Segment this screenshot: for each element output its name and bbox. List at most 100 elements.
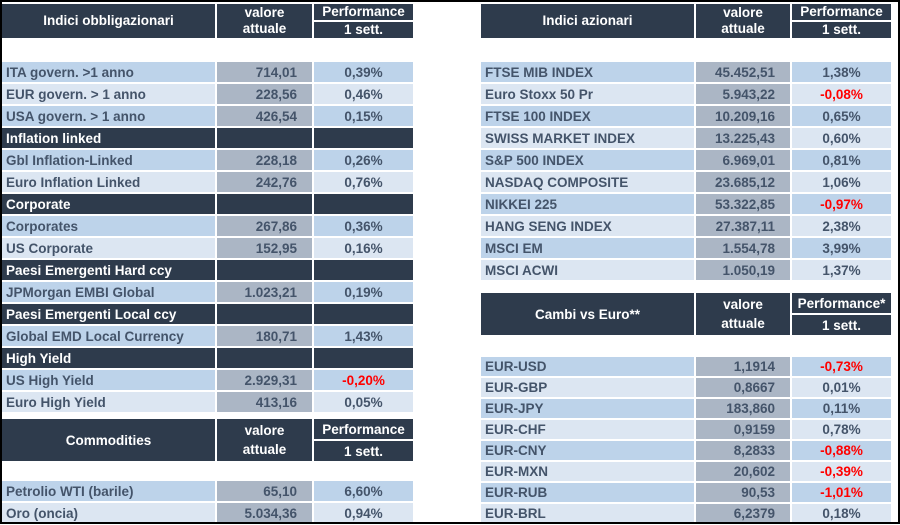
row-label: EUR-MXN xyxy=(481,462,694,481)
value-header-line1: valore xyxy=(244,423,285,438)
row-performance: 2,38% xyxy=(792,216,891,236)
section-performance-cell xyxy=(314,304,413,324)
performance-header-line2: 1 sett. xyxy=(821,317,862,333)
table-row: S&P 500 INDEX 6.969,01 0,81% xyxy=(481,150,893,170)
table-row: EUR-CHF 0,9159 0,78% xyxy=(481,420,893,439)
equity-indices-table: Indici azionari valore attuale Performance 1… xyxy=(481,4,893,282)
equities-performance-column-header: Performance 1 sett. xyxy=(792,4,891,38)
row-performance: 0,18% xyxy=(792,504,891,523)
section-row: Paesi Emergenti Local ccy xyxy=(2,304,413,324)
value-header-line1: valore xyxy=(723,297,763,312)
row-value: 45.452,51 xyxy=(696,62,790,82)
section-row: Paesi Emergenti Hard ccy xyxy=(2,260,413,280)
row-value: 152,95 xyxy=(217,238,312,258)
row-value: 13.225,43 xyxy=(696,128,790,148)
row-value: 413,16 xyxy=(217,392,312,412)
row-value: 1,1914 xyxy=(696,357,790,376)
section-value-cell xyxy=(217,128,312,148)
table-row: Corporates 267,86 0,36% xyxy=(2,216,413,236)
fx-header-gap xyxy=(481,335,893,357)
row-value: 23.685,12 xyxy=(696,172,790,192)
row-performance: 1,37% xyxy=(792,260,891,280)
row-performance: 6,60% xyxy=(314,481,413,501)
bonds-title: Indici obbligazionari xyxy=(2,4,215,38)
bonds-header: Indici obbligazionari valore attuale Perfor… xyxy=(2,4,413,38)
performance-header-line1: Performance xyxy=(792,4,891,22)
row-value: 1.554,78 xyxy=(696,238,790,258)
section-label: Paesi Emergenti Hard ccy xyxy=(2,260,215,280)
table-row: NASDAQ COMPOSITE 23.685,12 1,06% xyxy=(481,172,893,192)
row-value: 10.209,16 xyxy=(696,106,790,126)
table-row: NIKKEI 225 53.322,85 -0,97% xyxy=(481,194,893,214)
row-value: 6.969,01 xyxy=(696,150,790,170)
commodities-value-column-header: valore attuale xyxy=(217,419,312,461)
row-performance: -0,97% xyxy=(792,194,891,214)
row-performance: -1,01% xyxy=(792,483,891,502)
performance-header-line2: 1 sett. xyxy=(821,22,862,37)
value-header-line2: attuale xyxy=(242,21,287,36)
value-header-line2: attuale xyxy=(721,316,765,331)
table-row: EUR-MXN 20,602 -0,39% xyxy=(481,462,893,481)
section-label: High Yield xyxy=(2,348,215,368)
section-value-cell xyxy=(217,348,312,368)
row-performance: -0,39% xyxy=(792,462,891,481)
section-performance-cell xyxy=(314,194,413,214)
row-value: 228,18 xyxy=(217,150,312,170)
row-value: 27.387,11 xyxy=(696,216,790,236)
section-label: Inflation linked xyxy=(2,128,215,148)
section-row: Inflation linked xyxy=(2,128,413,148)
row-value: 8,2833 xyxy=(696,441,790,460)
commodities-performance-column-header: Performance 1 sett. xyxy=(314,419,413,461)
row-label: Euro High Yield xyxy=(2,392,215,412)
table-row: Euro Stoxx 50 Pr 5.943,22 -0,08% xyxy=(481,84,893,104)
bonds-value-column-header: valore attuale xyxy=(217,4,312,38)
table-row: Euro High Yield 413,16 0,05% xyxy=(2,392,413,412)
row-label: MSCI EM xyxy=(481,238,694,258)
row-label: Petrolio WTI (barile) xyxy=(2,481,215,501)
table-row: EUR-JPY 183,860 0,11% xyxy=(481,399,893,418)
row-performance: 0,36% xyxy=(314,216,413,236)
row-performance: 0,05% xyxy=(314,392,413,412)
fx-rates-table: Cambi vs Euro** valore attuale Performance*… xyxy=(481,293,893,525)
row-label: HANG SENG INDEX xyxy=(481,216,694,236)
bond-indices-table: Indici obbligazionari valore attuale Perfor… xyxy=(2,4,413,414)
row-performance: 0,11% xyxy=(792,399,891,418)
row-label: Global EMD Local Currency xyxy=(2,326,215,346)
value-header-line2: attuale xyxy=(242,442,287,457)
row-label: EUR-RUB xyxy=(481,483,694,502)
row-performance: 3,99% xyxy=(792,238,891,258)
section-row: Corporate xyxy=(2,194,413,214)
row-label: NIKKEI 225 xyxy=(481,194,694,214)
section-value-cell xyxy=(217,304,312,324)
fx-header: Cambi vs Euro** valore attuale Performance*… xyxy=(481,293,893,335)
row-label: EUR-CNY xyxy=(481,441,694,460)
row-performance: -0,73% xyxy=(792,357,891,376)
row-performance: -0,08% xyxy=(792,84,891,104)
row-performance: -0,20% xyxy=(314,370,413,390)
section-value-cell xyxy=(217,260,312,280)
section-label: Paesi Emergenti Local ccy xyxy=(2,304,215,324)
table-row: Petrolio WTI (barile) 65,10 6,60% xyxy=(2,481,413,501)
equities-header-gap xyxy=(481,38,893,62)
row-performance: 0,65% xyxy=(792,106,891,126)
row-performance: 0,39% xyxy=(314,62,413,82)
table-row: US High Yield 2.929,31 -0,20% xyxy=(2,370,413,390)
table-row: EUR-BRL 6,2379 0,18% xyxy=(481,504,893,523)
row-label: USA govern. > 1 anno xyxy=(2,106,215,126)
row-performance: 0,78% xyxy=(792,420,891,439)
row-value: 242,76 xyxy=(217,172,312,192)
row-value: 90,53 xyxy=(696,483,790,502)
row-value: 5.034,36 xyxy=(217,503,312,523)
row-value: 228,56 xyxy=(217,84,312,104)
table-row: Global EMD Local Currency 180,71 1,43% xyxy=(2,326,413,346)
row-value: 183,860 xyxy=(696,399,790,418)
table-row: EUR-USD 1,1914 -0,73% xyxy=(481,357,893,376)
section-value-cell xyxy=(217,194,312,214)
row-label: Corporates xyxy=(2,216,215,236)
row-value: 2.929,31 xyxy=(217,370,312,390)
section-performance-cell xyxy=(314,260,413,280)
row-performance: 1,06% xyxy=(792,172,891,192)
row-label: Euro Inflation Linked xyxy=(2,172,215,192)
table-row: FTSE 100 INDEX 10.209,16 0,65% xyxy=(481,106,893,126)
row-label: ITA govern. >1 anno xyxy=(2,62,215,82)
